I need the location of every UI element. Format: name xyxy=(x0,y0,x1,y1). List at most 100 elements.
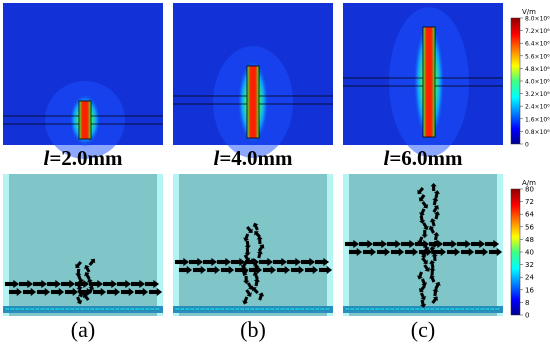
e-field-panel xyxy=(343,3,503,157)
caption-variable: l xyxy=(43,146,49,170)
field-arrow xyxy=(44,306,51,312)
field-arrow xyxy=(75,260,83,269)
colorbar-unit: V/m xyxy=(522,8,536,16)
field-arrow xyxy=(428,274,436,283)
field-arrow xyxy=(286,257,302,267)
field-arrow xyxy=(106,287,121,297)
field-arrow xyxy=(364,306,371,312)
field-arrow xyxy=(154,306,161,312)
field-arrow xyxy=(50,287,65,297)
field-arrow xyxy=(484,239,500,249)
field-arrow xyxy=(82,293,90,302)
field-arrow xyxy=(77,289,84,298)
dipole-bar xyxy=(78,100,92,140)
field-arrow xyxy=(409,306,416,312)
field-arrow xyxy=(124,306,131,312)
field-arrow xyxy=(376,247,391,257)
field-arrow xyxy=(344,306,351,312)
field-arrow xyxy=(84,271,91,280)
caption-variable: l xyxy=(213,146,219,170)
field-arrow xyxy=(399,306,406,312)
field-arrow xyxy=(294,306,301,312)
field-arrow xyxy=(424,306,431,312)
field-arrow xyxy=(148,287,163,297)
e-field-panel xyxy=(173,3,333,158)
field-arrow xyxy=(49,306,56,312)
field-arrow xyxy=(243,254,251,263)
field-arrow xyxy=(418,215,426,225)
field-arrow xyxy=(474,247,489,257)
field-arrow xyxy=(239,306,246,312)
field-arrow xyxy=(432,240,440,249)
field-arrow xyxy=(86,278,94,287)
colorbar-tick-label: 8 xyxy=(525,299,529,307)
h-field-edge xyxy=(3,174,9,316)
field-arrow xyxy=(434,306,441,312)
colorbar-tick-label: 80 xyxy=(525,186,534,194)
field-arrow xyxy=(442,239,458,249)
field-arrow xyxy=(251,286,260,295)
field-arrow xyxy=(92,287,107,297)
h-field-edge xyxy=(497,174,503,316)
field-arrow xyxy=(64,306,71,312)
field-arrow xyxy=(89,306,96,312)
colorbar-tick-label: 8.0×10⁶ xyxy=(525,16,550,23)
field-arrow xyxy=(299,306,306,312)
field-arrow xyxy=(429,306,436,312)
field-arrow xyxy=(390,247,405,257)
field-arrow xyxy=(319,306,326,312)
field-arrow xyxy=(488,247,503,257)
field-arrow xyxy=(262,265,277,275)
field-arrow xyxy=(344,239,360,249)
field-arrow xyxy=(414,306,421,312)
field-arrow xyxy=(348,247,363,257)
field-arrow xyxy=(314,257,330,267)
colorbar xyxy=(510,188,521,316)
field-arrow xyxy=(274,306,281,312)
field-arrow xyxy=(250,258,258,267)
panel-caption: l=4.0mm xyxy=(213,146,293,170)
field-arrow xyxy=(242,275,250,285)
field-arrow xyxy=(214,306,221,312)
caption-value: =2.0mm xyxy=(49,146,123,170)
field-arrow xyxy=(120,287,135,297)
field-arrow xyxy=(284,306,291,312)
field-arrow xyxy=(276,265,291,275)
field-arrow xyxy=(246,281,254,291)
field-arrow xyxy=(24,306,31,312)
field-arrow xyxy=(64,287,79,297)
field-arrow xyxy=(244,306,251,312)
field-arrow xyxy=(194,306,201,312)
field-arrow xyxy=(372,239,388,249)
field-arrow xyxy=(87,285,95,294)
field-arrow xyxy=(130,279,146,289)
field-arrow xyxy=(446,247,461,257)
field-arrow xyxy=(114,306,121,312)
field-arrow xyxy=(431,296,439,305)
field-arrow xyxy=(484,306,491,312)
field-arrow xyxy=(384,306,391,312)
field-arrow xyxy=(54,306,61,312)
field-arrow xyxy=(416,271,424,280)
field-arrow xyxy=(229,306,236,312)
field-arrow xyxy=(46,279,62,289)
field-arrow xyxy=(241,268,249,277)
field-arrow xyxy=(428,259,436,269)
colorbar-tick-label: 4.0×10⁶ xyxy=(525,79,550,86)
field-arrow xyxy=(230,257,246,267)
caption-value: =6.0mm xyxy=(389,146,463,170)
field-arrow xyxy=(304,306,311,312)
field-arrow xyxy=(104,306,111,312)
colorbar-tick-label: 3.2×10⁶ xyxy=(525,91,550,98)
field-arrow xyxy=(257,292,265,301)
colorbar-tick-label: 24 xyxy=(525,274,534,282)
field-arrow xyxy=(69,306,76,312)
field-arrow xyxy=(79,306,86,312)
field-arrow xyxy=(252,271,260,280)
colorbar-unit: A/m xyxy=(522,179,536,187)
field-arrow xyxy=(418,193,426,202)
field-arrow xyxy=(290,265,305,275)
field-arrow xyxy=(324,306,331,312)
field-arrow xyxy=(362,247,377,257)
